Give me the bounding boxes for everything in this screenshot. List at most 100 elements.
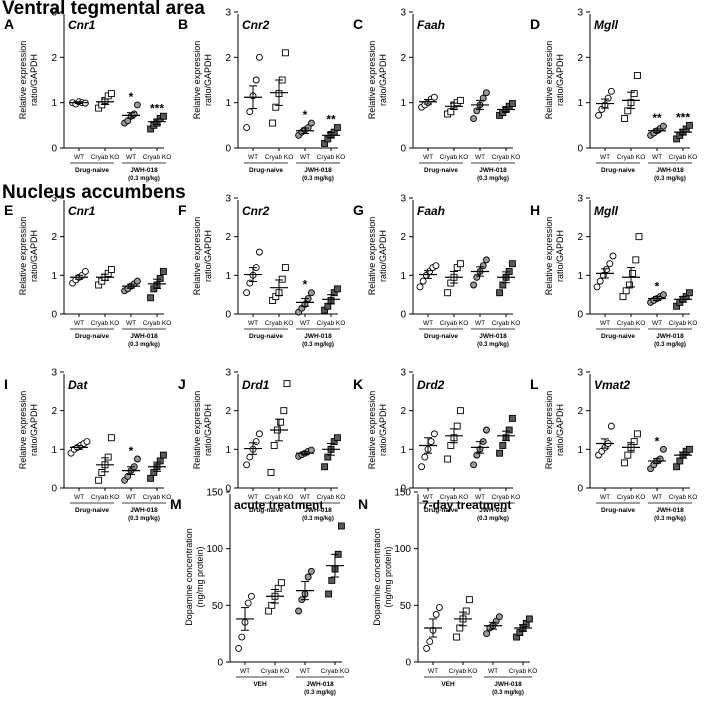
data-point bbox=[629, 269, 637, 277]
y-tick-label: 2 bbox=[225, 232, 231, 243]
data-point bbox=[624, 451, 632, 459]
x-tick-label: Cryab KO bbox=[317, 320, 346, 327]
group-label: JWH-018 bbox=[479, 507, 507, 514]
data-point bbox=[465, 596, 473, 604]
group-label: Drug-naive bbox=[601, 333, 635, 340]
data-point bbox=[418, 463, 426, 471]
x-tick-label: Cryab KO bbox=[91, 154, 120, 161]
panel-title: Cnr1 bbox=[68, 18, 96, 32]
data-point bbox=[159, 268, 167, 275]
data-point bbox=[246, 108, 254, 116]
significance-label: * bbox=[129, 90, 134, 104]
group-label: Drug-naive bbox=[249, 507, 283, 514]
significance-label: ** bbox=[326, 113, 336, 127]
y-tick-label: 0 bbox=[51, 144, 57, 155]
data-point bbox=[435, 604, 443, 612]
y-tick-label: 3 bbox=[225, 194, 231, 205]
data-point bbox=[430, 93, 438, 101]
data-point bbox=[470, 115, 478, 122]
data-point bbox=[150, 469, 158, 476]
x-tick-label: Cryab KO bbox=[440, 494, 469, 501]
y-axis-label-line: ratio/GAPDH bbox=[29, 54, 39, 106]
group-label: JWH-018 bbox=[304, 167, 332, 174]
x-tick-label: Cryab KO bbox=[143, 320, 172, 327]
panel-title: Drd1 bbox=[242, 378, 270, 392]
data-point bbox=[676, 457, 684, 465]
data-point bbox=[419, 277, 427, 285]
data-point bbox=[462, 607, 470, 615]
y-axis-label-line: (ng/mg protein) bbox=[195, 546, 205, 607]
y-axis-label-line: ratio/GAPDH bbox=[378, 54, 388, 106]
y-axis-label-line: Relative expression bbox=[192, 217, 202, 296]
y-axis-label: Relative expressionratio/GAPDH bbox=[367, 391, 388, 470]
data-point bbox=[635, 233, 643, 241]
x-tick-label: Cryab KO bbox=[669, 320, 698, 327]
data-point bbox=[659, 445, 667, 453]
data-point bbox=[685, 289, 693, 297]
y-tick-label: 2 bbox=[225, 53, 231, 64]
y-tick-label: 0 bbox=[225, 144, 231, 155]
panel-c: C Faah Relative expressionratio/GAPDH 0 1 2 3 W… bbox=[353, 8, 520, 183]
data-point bbox=[622, 287, 630, 295]
data-point bbox=[246, 453, 254, 461]
data-point bbox=[243, 461, 251, 469]
x-tick-label: Cryab KO bbox=[91, 494, 120, 501]
data-point bbox=[246, 279, 254, 287]
x-tick-label: WT bbox=[652, 320, 662, 327]
data-point bbox=[95, 476, 103, 484]
x-tick-label: WT bbox=[300, 668, 310, 675]
panel-title: Vmat2 bbox=[594, 378, 630, 392]
y-tick-label: 2 bbox=[51, 232, 57, 243]
data-point bbox=[267, 469, 275, 476]
data-point bbox=[505, 426, 513, 434]
x-tick-label: WT bbox=[652, 494, 662, 501]
y-axis-label-line: Relative expression bbox=[18, 41, 28, 120]
data-point bbox=[609, 252, 617, 260]
y-tick-label: 3 bbox=[51, 368, 57, 379]
panel-j: J Drd1 Relative expressionratio/GAPDH 0 1 2 3 W… bbox=[178, 368, 345, 523]
data-point bbox=[659, 291, 667, 299]
data-point bbox=[281, 264, 289, 272]
group-label: (0.3 mg/kg) bbox=[302, 516, 334, 522]
group-label: (0.3 mg/kg) bbox=[128, 516, 160, 522]
data-point bbox=[483, 630, 491, 638]
data-point bbox=[499, 442, 507, 449]
y-tick-label: 1 bbox=[51, 271, 57, 282]
group-label: JWH-018 bbox=[656, 507, 684, 514]
y-axis-label: Relative expressionratio/GAPDH bbox=[192, 391, 213, 470]
data-point bbox=[304, 573, 312, 581]
data-point bbox=[496, 289, 504, 297]
group-label: (0.3 mg/kg) bbox=[477, 342, 509, 348]
y-tick-label: 0 bbox=[51, 484, 57, 495]
data-point bbox=[324, 453, 332, 461]
data-point bbox=[255, 430, 263, 438]
data-point bbox=[307, 289, 315, 297]
x-tick-label: WT bbox=[74, 320, 84, 327]
data-point bbox=[630, 90, 638, 98]
group-label: (0.3 mg/kg) bbox=[654, 516, 686, 522]
data-point bbox=[307, 119, 315, 127]
data-point bbox=[508, 100, 516, 108]
data-point bbox=[133, 455, 141, 463]
y-axis-label-line: Relative expression bbox=[544, 217, 554, 296]
group-label: JWH-018 bbox=[130, 333, 158, 340]
x-tick-label: WT bbox=[74, 154, 84, 161]
x-tick-label: Cryab KO bbox=[449, 668, 478, 675]
data-point bbox=[278, 275, 286, 283]
panel-title: Mgll bbox=[594, 204, 619, 218]
data-point bbox=[283, 380, 291, 388]
group-label: JWH-018 bbox=[306, 681, 334, 688]
data-point bbox=[595, 111, 603, 119]
x-tick-label: WT bbox=[248, 154, 258, 161]
section-title-vta: Ventral tegmental area bbox=[2, 0, 205, 19]
data-point bbox=[325, 590, 333, 598]
x-tick-label: Cryab KO bbox=[317, 494, 346, 501]
panel-title: 7-day treatment bbox=[422, 498, 511, 512]
data-point bbox=[81, 268, 89, 275]
data-point bbox=[432, 610, 440, 618]
data-point bbox=[107, 266, 115, 273]
data-point bbox=[277, 579, 285, 587]
y-axis-label-line: Relative expression bbox=[367, 217, 377, 296]
y-tick-label: 2 bbox=[225, 406, 231, 417]
group-label: Drug-naive bbox=[424, 167, 458, 174]
